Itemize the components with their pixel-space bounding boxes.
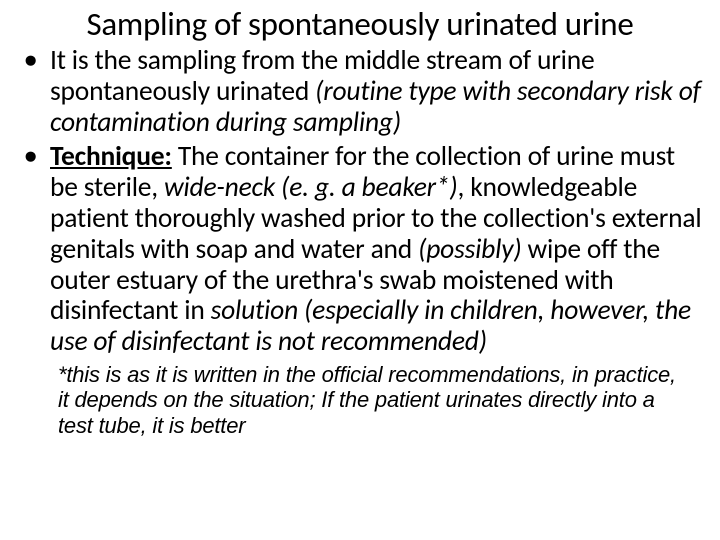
bullet-list: It is the sampling from the middle strea… — [14, 46, 706, 358]
slide-container: Sampling of spontaneously urinated urine… — [0, 0, 720, 438]
bullet2-italic2: (possibly) — [418, 233, 521, 266]
slide-title: Sampling of spontaneously urinated urine — [14, 4, 706, 44]
bullet-item-1: It is the sampling from the middle strea… — [30, 46, 706, 138]
footnote-text: *this is as it is written in the officia… — [14, 362, 706, 438]
bullet2-lead: Technique: — [50, 140, 172, 173]
bullet-item-2: Technique: The container for the collect… — [30, 142, 706, 358]
bullet2-italic1: wide-neck (e. g. a beaker*) — [164, 171, 458, 204]
